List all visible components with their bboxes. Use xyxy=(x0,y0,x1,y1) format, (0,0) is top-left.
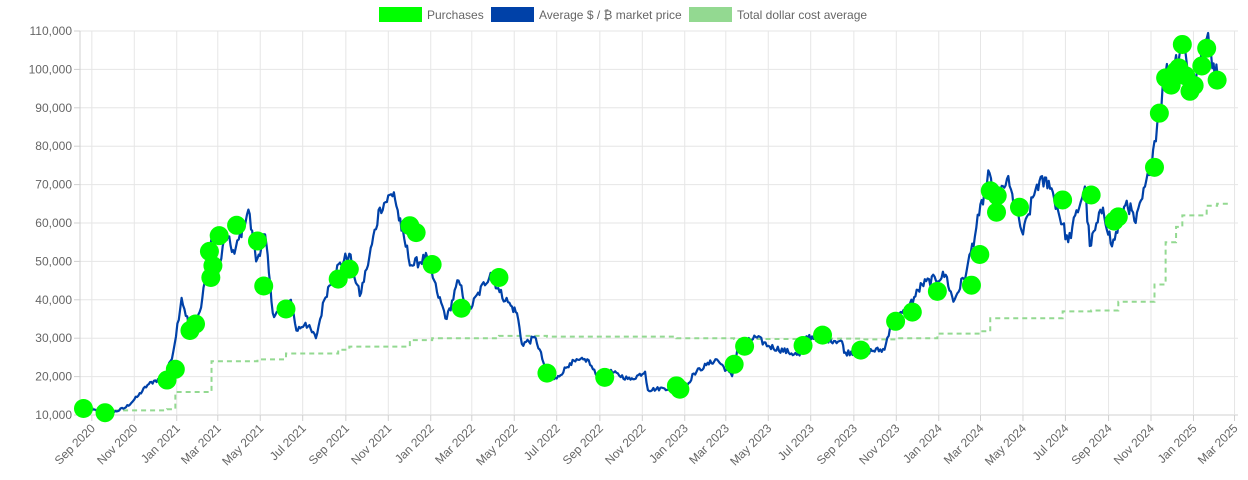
purchase-point[interactable] xyxy=(735,336,755,356)
x-tick-label: Nov 2021 xyxy=(348,421,394,467)
y-tick-label: 10,000 xyxy=(35,408,72,422)
purchase-point[interactable] xyxy=(1149,103,1169,123)
purchase-point[interactable] xyxy=(199,241,219,261)
purchase-point[interactable] xyxy=(186,314,206,334)
purchase-point[interactable] xyxy=(165,359,185,379)
x-tick-label: May 2023 xyxy=(727,421,774,468)
purchase-point[interactable] xyxy=(95,403,115,423)
purchase-point[interactable] xyxy=(73,398,93,418)
legend-label-price: Average $ / ₿ market price xyxy=(539,8,682,22)
legend: Purchases Average $ / ₿ market price Tot… xyxy=(379,7,867,22)
x-tick-label: Jul 2021 xyxy=(267,421,309,463)
purchase-point[interactable] xyxy=(339,259,359,279)
purchase-point[interactable] xyxy=(451,298,471,318)
purchase-point[interactable] xyxy=(203,256,223,276)
purchase-point[interactable] xyxy=(1197,38,1217,58)
x-tick-label: Mar 2023 xyxy=(686,421,732,467)
y-tick-label: 40,000 xyxy=(35,293,72,307)
x-tick-label: Sep 2020 xyxy=(52,421,98,467)
x-tick-label: Sep 2022 xyxy=(560,421,606,467)
grid xyxy=(79,30,1238,416)
purchase-point[interactable] xyxy=(813,325,833,345)
x-tick-label: Jan 2021 xyxy=(138,421,183,466)
price-line xyxy=(79,31,1219,415)
x-tick-label: Nov 2020 xyxy=(94,421,140,467)
x-tick-label: Nov 2023 xyxy=(856,421,902,467)
legend-item-purchases[interactable]: Purchases xyxy=(379,7,484,22)
x-tick-label: Nov 2024 xyxy=(1111,421,1157,467)
purchase-point[interactable] xyxy=(254,276,274,296)
purchase-point[interactable] xyxy=(489,268,509,288)
x-tick-label: May 2021 xyxy=(219,421,266,468)
x-tick-label: Sep 2021 xyxy=(306,421,352,467)
purchase-point[interactable] xyxy=(1144,157,1164,177)
x-tick-label: Mar 2022 xyxy=(432,421,478,467)
y-tick-label: 60,000 xyxy=(35,216,72,230)
purchase-point[interactable] xyxy=(406,223,426,243)
purchase-point[interactable] xyxy=(209,226,229,246)
legend-item-price[interactable]: Average $ / ₿ market price xyxy=(491,7,682,22)
x-tick-label: May 2022 xyxy=(473,421,520,468)
x-tick-label: Jan 2023 xyxy=(646,421,691,466)
y-axis: 10,000 20,000 30,000 40,000 50,000 60,000 70,0… xyxy=(29,24,80,422)
purchase-point[interactable] xyxy=(1172,34,1192,54)
y-tick-label: 100,000 xyxy=(29,62,73,76)
purchase-point[interactable] xyxy=(1108,207,1128,227)
purchase-point[interactable] xyxy=(793,335,813,355)
purchases-series xyxy=(73,34,1227,423)
x-tick-label: Sep 2024 xyxy=(1068,421,1114,467)
purchase-point[interactable] xyxy=(670,379,690,399)
purchase-point[interactable] xyxy=(927,281,947,301)
purchase-point[interactable] xyxy=(422,254,442,274)
legend-swatch-price xyxy=(491,7,534,22)
purchase-point[interactable] xyxy=(724,354,744,374)
y-tick-label: 50,000 xyxy=(35,254,72,268)
purchase-point[interactable] xyxy=(1184,76,1204,96)
purchase-point[interactable] xyxy=(851,340,871,360)
x-tick-label: Jan 2022 xyxy=(392,421,437,466)
purchase-point[interactable] xyxy=(987,186,1007,206)
x-tick-label: Mar 2021 xyxy=(178,421,224,467)
purchase-point[interactable] xyxy=(227,215,247,235)
x-tick-label: Mar 2025 xyxy=(1195,421,1241,467)
purchase-point[interactable] xyxy=(987,202,1007,222)
legend-label-dca: Total dollar cost average xyxy=(737,8,867,22)
purchase-point[interactable] xyxy=(247,231,267,251)
x-tick-label: Jan 2024 xyxy=(900,421,945,466)
purchase-point[interactable] xyxy=(537,363,557,383)
x-tick-label: Jul 2022 xyxy=(521,421,563,463)
purchase-point[interactable] xyxy=(970,244,990,264)
x-tick-label: Jan 2025 xyxy=(1155,421,1200,466)
y-tick-label: 20,000 xyxy=(35,370,72,384)
legend-item-dca[interactable]: Total dollar cost average xyxy=(689,7,867,22)
x-tick-label: Sep 2023 xyxy=(814,421,860,467)
purchase-point[interactable] xyxy=(886,311,906,331)
y-tick-label: 90,000 xyxy=(35,101,72,115)
purchase-point[interactable] xyxy=(1053,190,1073,210)
purchase-point[interactable] xyxy=(961,275,981,295)
x-tick-label: Jul 2024 xyxy=(1030,421,1072,463)
legend-label-purchases: Purchases xyxy=(427,8,484,22)
x-tick-label: Jul 2023 xyxy=(775,421,817,463)
x-tick-label: Nov 2022 xyxy=(602,421,648,467)
purchase-point[interactable] xyxy=(1081,185,1101,205)
y-tick-label: 80,000 xyxy=(35,139,72,153)
x-tick-label: May 2024 xyxy=(982,421,1029,468)
y-tick-label: 110,000 xyxy=(30,24,73,38)
price-series xyxy=(79,31,1219,415)
legend-swatch-dca xyxy=(689,7,732,22)
y-tick-label: 70,000 xyxy=(35,178,72,192)
x-tick-label: Mar 2024 xyxy=(941,421,987,467)
purchase-point[interactable] xyxy=(902,302,922,322)
y-tick-label: 30,000 xyxy=(35,331,72,345)
legend-swatch-purchases xyxy=(379,7,422,22)
purchase-point[interactable] xyxy=(1207,70,1227,90)
purchase-point[interactable] xyxy=(1192,56,1212,76)
purchase-point[interactable] xyxy=(1009,197,1029,217)
purchase-point[interactable] xyxy=(595,367,615,387)
purchase-point[interactable] xyxy=(276,299,296,319)
